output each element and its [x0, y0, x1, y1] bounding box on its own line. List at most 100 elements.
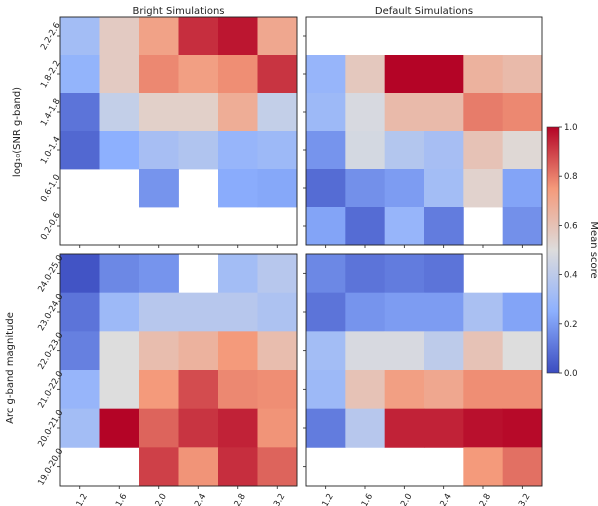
cell-p2-r1-c0	[60, 292, 100, 332]
colorbar-tick-label: 0.2	[564, 320, 578, 330]
cell-p1-r2-c3	[424, 93, 464, 132]
cell-p1-r5-c5	[502, 207, 543, 246]
cell-p0-r0-c4	[218, 17, 258, 56]
panel-frame	[305, 16, 543, 246]
cell-p0-r2-c3	[178, 93, 219, 132]
cell-p3-r0-c0	[306, 254, 346, 294]
cell-p3-r4-c0	[306, 408, 346, 448]
y-tick-label: 0.2-0.6	[39, 211, 63, 242]
colorbar-tick-label: 0.4	[564, 271, 578, 281]
cell-p2-r3-c1	[99, 370, 140, 410]
cell-p1-r4-c4	[463, 169, 504, 208]
cell-p1-r2-c5	[502, 93, 543, 132]
cell-p0-r0-c2	[139, 17, 179, 56]
cell-p3-r5-c4	[463, 447, 504, 487]
cell-p3-r2-c1	[345, 331, 386, 371]
cell-p2-r1-c2	[139, 292, 179, 332]
cell-p2-r3-c5	[257, 370, 298, 410]
cell-p2-r5-c5	[257, 447, 298, 487]
colorbar-ticks: 0.0 0.2 0.4 0.6 0.8 1.0	[559, 123, 578, 379]
cell-p1-r4-c1	[345, 169, 386, 208]
colorbar-tick-label: 0.8	[564, 172, 578, 182]
cell-p1-r4-c3	[424, 169, 464, 208]
heatmap-panel-0: Bright Simulations 2.2-2.6 1.8-2.2 1.4-1.8 1…	[39, 6, 298, 248]
heatmap-panels: Bright Simulations 2.2-2.6 1.8-2.2 1.4-1.8 1…	[36, 6, 543, 506]
cell-p3-r0-c3	[424, 254, 464, 294]
y-tick-label: 1.8-2.2	[39, 59, 63, 90]
cell-p2-r2-c0	[60, 331, 100, 371]
x-tick-label: 1.2-1.6	[351, 492, 375, 506]
cell-p2-r2-c4	[218, 331, 258, 371]
cell-p0-r3-c2	[139, 131, 179, 170]
cell-p1-r3-c5	[502, 131, 543, 170]
cell-p1-r2-c0	[306, 93, 346, 132]
panel-title: Default Simulations	[375, 6, 473, 17]
cell-p3-r0-c2	[384, 254, 425, 294]
x-tick-label: 2.8-3.2	[509, 492, 533, 506]
cell-p3-r3-c2	[384, 370, 425, 410]
cell-p3-r4-c3	[424, 408, 464, 448]
y-tick-label: 1.0-1.4	[39, 135, 63, 166]
heatmap-panel-1: Default Simulations	[303, 6, 543, 248]
cell-p1-r4-c5	[502, 169, 543, 208]
cell-p1-r1-c4	[463, 55, 504, 94]
cell-p3-r4-c5	[502, 408, 543, 448]
cell-p2-r0-c4	[218, 254, 258, 294]
x-tick-label: 2.0-2.4	[430, 492, 454, 506]
colorbar-tick-label: 0.6	[564, 221, 578, 231]
cell-p2-r4-c3	[178, 408, 219, 448]
cell-p2-r4-c4	[218, 408, 258, 448]
cell-p0-r0-c1	[99, 17, 140, 56]
x-tick-label: 1.6-2.0	[391, 492, 415, 506]
cell-p1-r1-c2	[384, 55, 425, 94]
cell-p3-r3-c1	[345, 370, 386, 410]
cell-p0-r2-c1	[99, 93, 140, 132]
cell-p3-r4-c2	[384, 408, 425, 448]
x-tick-label: 1.2-1.6	[106, 492, 130, 506]
cell-p0-r1-c3	[178, 55, 219, 94]
cell-p1-r3-c3	[424, 131, 464, 170]
cell-p0-r1-c4	[218, 55, 258, 94]
cell-p2-r0-c2	[139, 254, 179, 294]
x-tick-label: 1.6-2.0	[145, 492, 169, 506]
cell-p2-r2-c3	[178, 331, 219, 371]
cell-p1-r1-c0	[306, 55, 346, 94]
y-tick-label: 2.2-2.6	[39, 21, 63, 52]
cell-p3-r1-c0	[306, 292, 346, 332]
x-tick-label: 2.0-2.4	[185, 492, 209, 506]
cell-p2-r1-c5	[257, 292, 298, 332]
cell-p2-r5-c4	[218, 447, 258, 487]
cell-p1-r3-c1	[345, 131, 386, 170]
cell-p0-r0-c5	[257, 17, 298, 56]
cell-p2-r5-c2	[139, 447, 179, 487]
cell-p0-r0-c0	[60, 17, 100, 56]
cell-p0-r3-c0	[60, 131, 100, 170]
cell-p0-r4-c4	[218, 169, 258, 208]
cell-p0-r0-c3	[178, 17, 219, 56]
x-tick-label: 2.4-2.8	[469, 492, 493, 506]
y-tick-label: 19.0-20.0	[36, 447, 65, 487]
colorbar: 0.0 0.2 0.4 0.6 0.8 1.0 Mean score	[546, 123, 598, 379]
cell-p0-r2-c5	[257, 93, 298, 132]
cell-p3-r4-c1	[345, 408, 386, 448]
cell-p3-r4-c4	[463, 408, 504, 448]
cell-p1-r1-c5	[502, 55, 543, 94]
heatmap-panel-3: 0.8-1.2 1.2-1.6 1.6-2.0 2.0-2.4 2.4-2.8 2.8-3…	[303, 253, 543, 506]
cell-p0-r2-c4	[218, 93, 258, 132]
cell-p0-r1-c5	[257, 55, 298, 94]
cell-p3-r2-c5	[502, 331, 543, 371]
cell-p2-r4-c1	[99, 408, 140, 448]
cell-p0-r2-c2	[139, 93, 179, 132]
cell-p2-r0-c5	[257, 254, 298, 294]
cell-p2-r2-c1	[99, 331, 140, 371]
cell-p0-r1-c0	[60, 55, 100, 94]
cell-p1-r2-c1	[345, 93, 386, 132]
cell-p1-r4-c2	[384, 169, 425, 208]
cell-p0-r3-c5	[257, 131, 298, 170]
cell-p1-r3-c4	[463, 131, 504, 170]
cell-p3-r0-c1	[345, 254, 386, 294]
cell-p3-r1-c4	[463, 292, 504, 332]
panel-title: Bright Simulations	[132, 6, 224, 17]
colorbar-gradient	[546, 126, 560, 374]
colorbar-tick-label: 0.0	[564, 369, 578, 379]
